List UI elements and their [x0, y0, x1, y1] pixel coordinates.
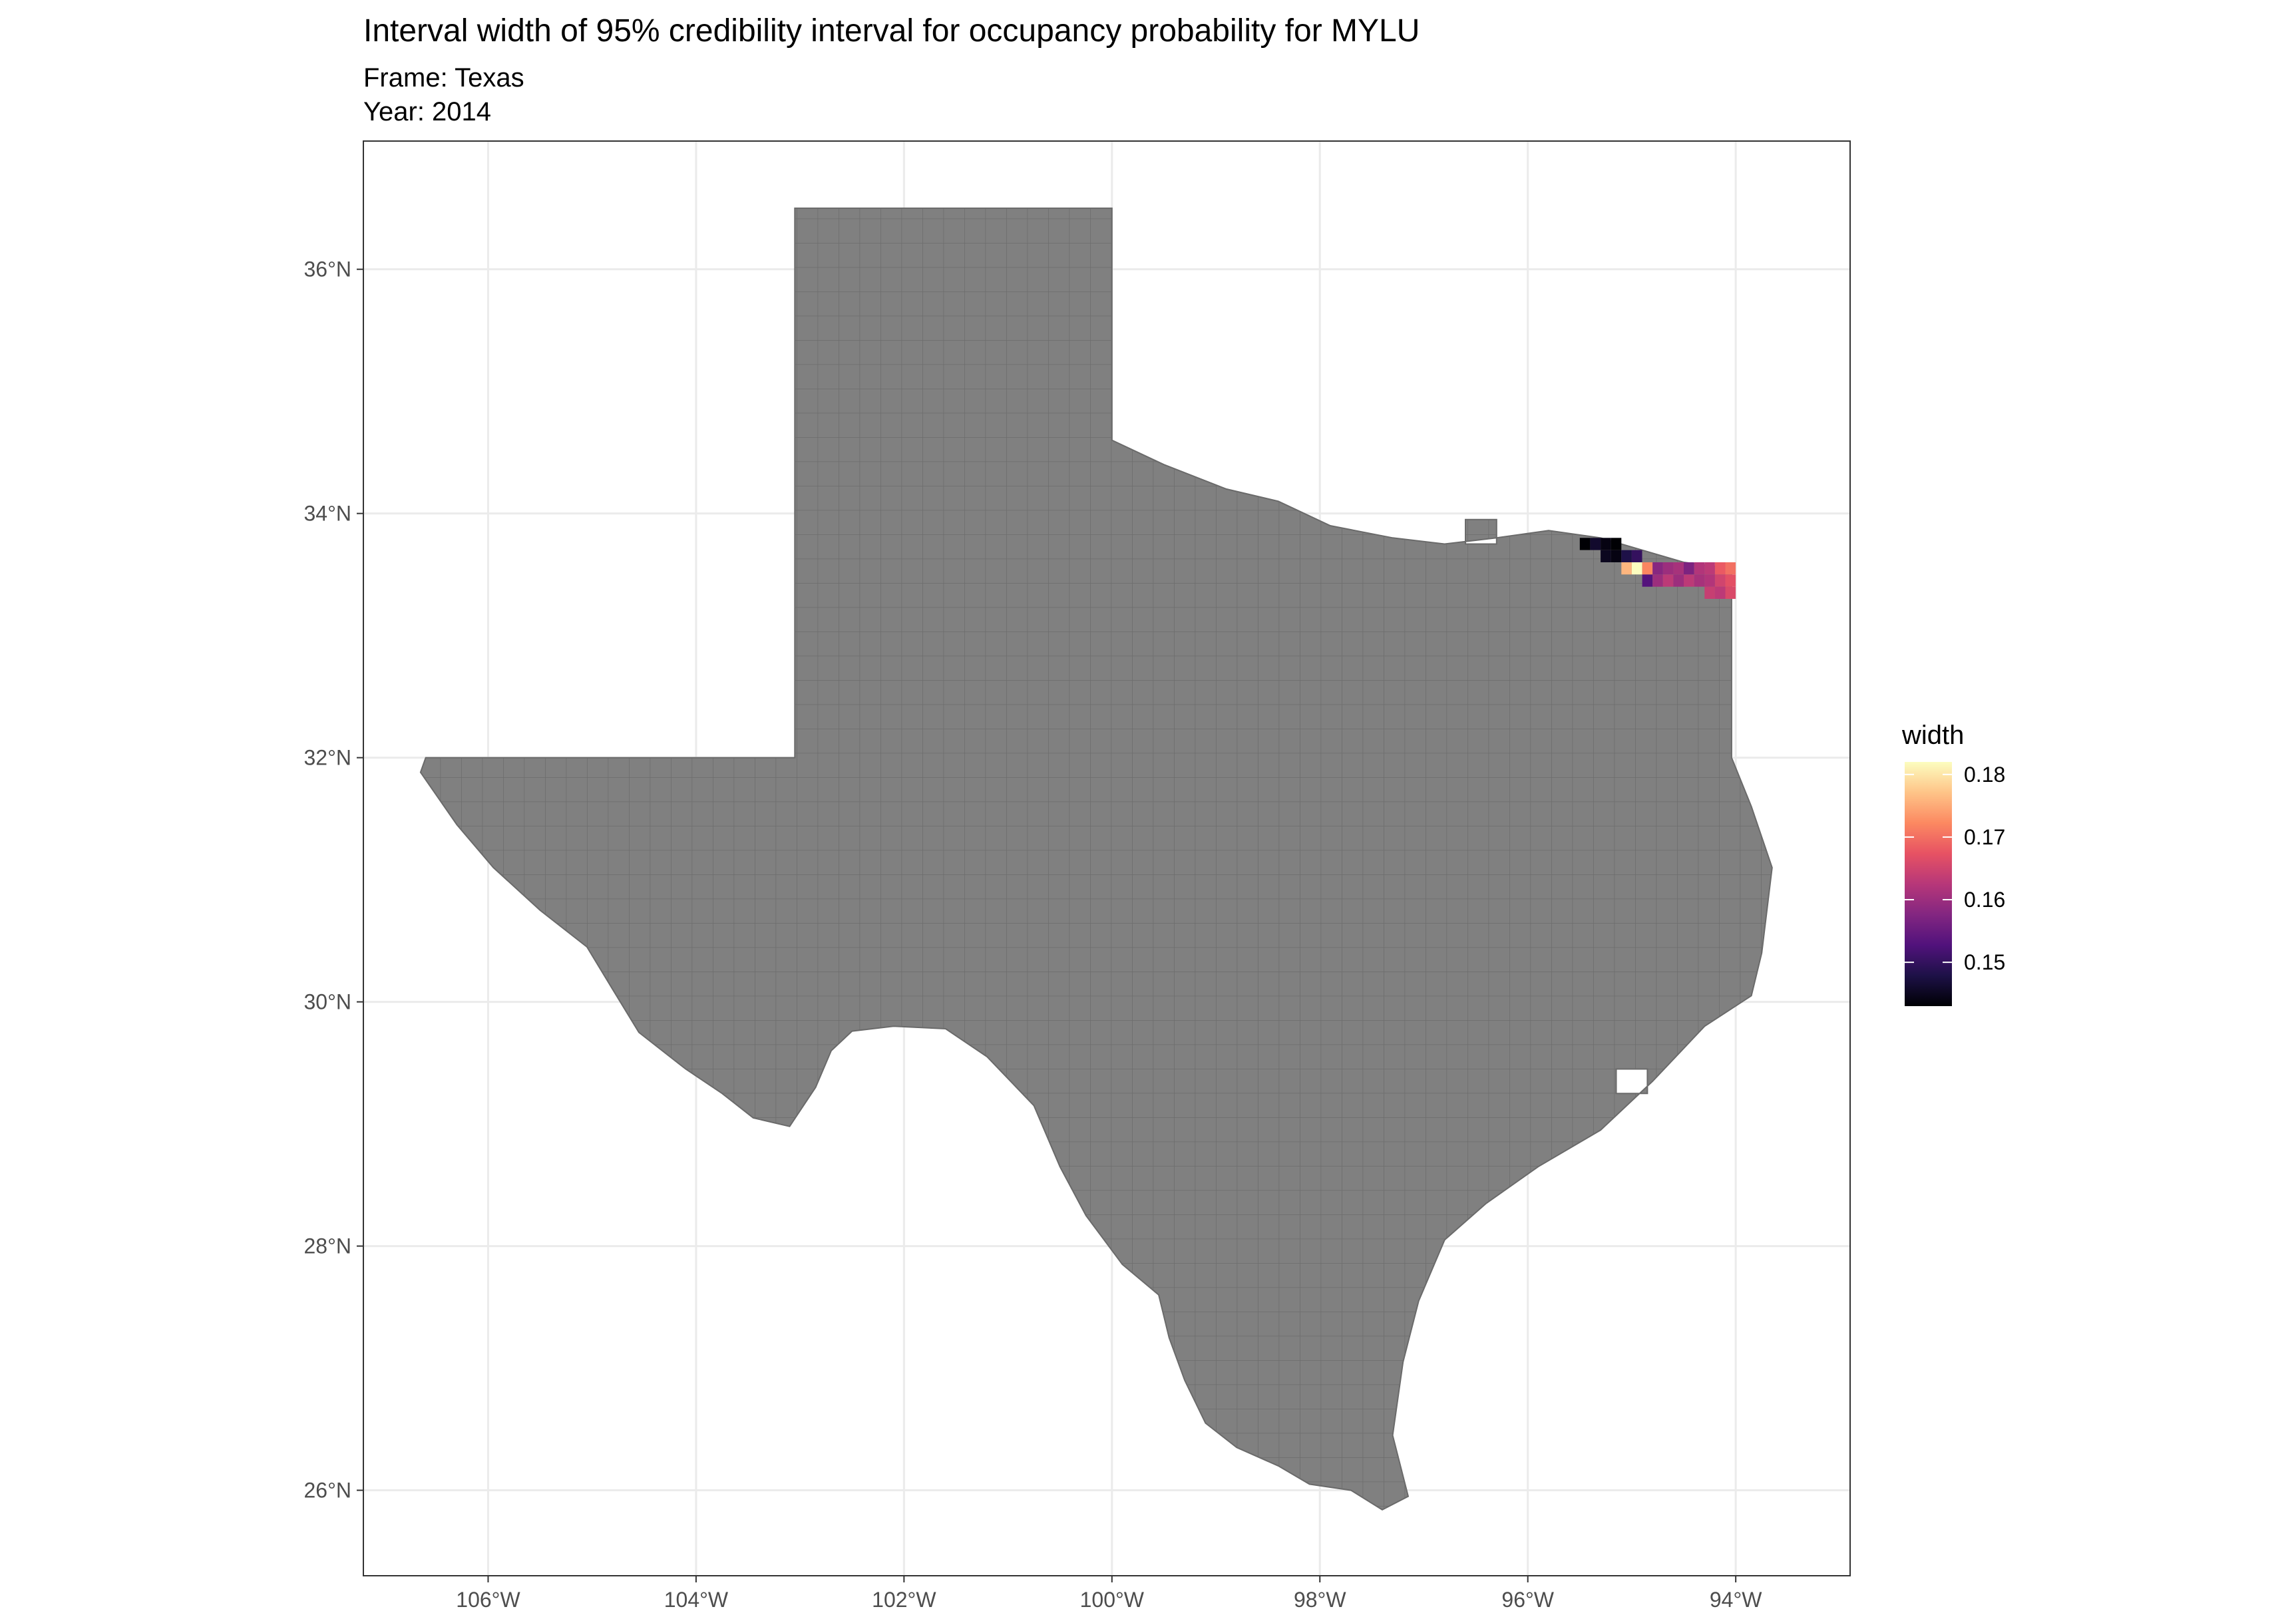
occupancy-width-cell	[1621, 550, 1632, 562]
occupancy-width-cell	[1611, 538, 1622, 550]
x-tick-label: 98°W	[1294, 1588, 1346, 1612]
occupancy-width-cell	[1704, 574, 1715, 587]
occupancy-width-cell	[1601, 538, 1611, 550]
chart-subtitle-frame: Frame: Texas	[363, 63, 524, 92]
occupancy-width-cell	[1621, 562, 1632, 575]
legend-break-label: 0.16	[1964, 888, 2005, 912]
legend-colorbar	[1905, 762, 1952, 1006]
legend-ticks: 0.15 0.16 0.17 0.18	[1905, 763, 2005, 974]
map-panel	[363, 140, 1851, 1576]
occupancy-width-cell	[1601, 550, 1611, 562]
legend-title: width	[1901, 721, 1964, 750]
legend-break-label: 0.18	[1964, 763, 2005, 787]
occupancy-width-cell	[1684, 574, 1694, 587]
x-tick-label: 104°W	[664, 1588, 729, 1612]
panel-border	[363, 140, 1851, 1576]
x-tick-label: 106°W	[456, 1588, 520, 1612]
occupancy-width-cell	[1673, 562, 1684, 575]
y-tick-label: 30°N	[304, 990, 352, 1014]
occupancy-width-cell	[1631, 550, 1642, 562]
x-tick-label: 100°W	[1080, 1588, 1145, 1612]
colored-cells	[1579, 538, 1736, 599]
occupancy-width-cell	[1662, 562, 1674, 575]
occupancy-width-cell	[1673, 574, 1684, 587]
x-tick-label: 102°W	[872, 1588, 936, 1612]
y-axis: 26°N 28°N 30°N 32°N 34°N 36°N	[304, 258, 363, 1503]
occupancy-width-cell	[1725, 586, 1736, 599]
occupancy-width-cell	[1642, 562, 1653, 575]
occupancy-width-cell	[1652, 574, 1663, 587]
x-tick-label: 94°W	[1710, 1588, 1762, 1612]
occupancy-width-cell	[1725, 562, 1736, 575]
y-tick-label: 28°N	[304, 1234, 352, 1258]
occupancy-width-cell	[1642, 574, 1653, 587]
occupancy-width-cell	[1611, 550, 1622, 562]
legend-break-label: 0.15	[1964, 950, 2005, 974]
occupancy-width-cell	[1631, 562, 1642, 575]
occupancy-width-cell	[1694, 562, 1705, 575]
occupancy-width-cell	[1579, 538, 1591, 550]
occupancy-width-cell	[1714, 586, 1726, 599]
occupancy-width-cell	[1725, 574, 1736, 587]
occupancy-width-cell	[1714, 562, 1726, 575]
y-tick-label: 34°N	[304, 502, 352, 526]
occupancy-width-cell	[1652, 562, 1663, 575]
occupancy-width-cell	[1662, 574, 1674, 587]
occupancy-width-cell	[1714, 574, 1726, 587]
occupancy-width-cell	[1704, 562, 1715, 575]
occupancy-width-cell	[1694, 574, 1705, 587]
x-axis: 106°W 104°W 102°W 100°W 98°W 96°W 94°W	[456, 1576, 1762, 1612]
legend-break-label: 0.17	[1964, 825, 2005, 849]
occupancy-width-cell	[1590, 538, 1601, 550]
x-tick-label: 96°W	[1501, 1588, 1554, 1612]
occupancy-width-cell	[1704, 586, 1715, 599]
y-tick-label: 32°N	[304, 746, 352, 770]
color-legend: width 0.15 0.16 0.17 0.18	[1901, 721, 2005, 1006]
occupancy-width-cell	[1684, 562, 1694, 575]
chart-title: Interval width of 95% credibility interv…	[363, 13, 1420, 49]
y-tick-label: 26°N	[304, 1479, 352, 1503]
chart-subtitle-year: Year: 2014	[363, 97, 491, 126]
y-tick-label: 36°N	[304, 258, 352, 281]
